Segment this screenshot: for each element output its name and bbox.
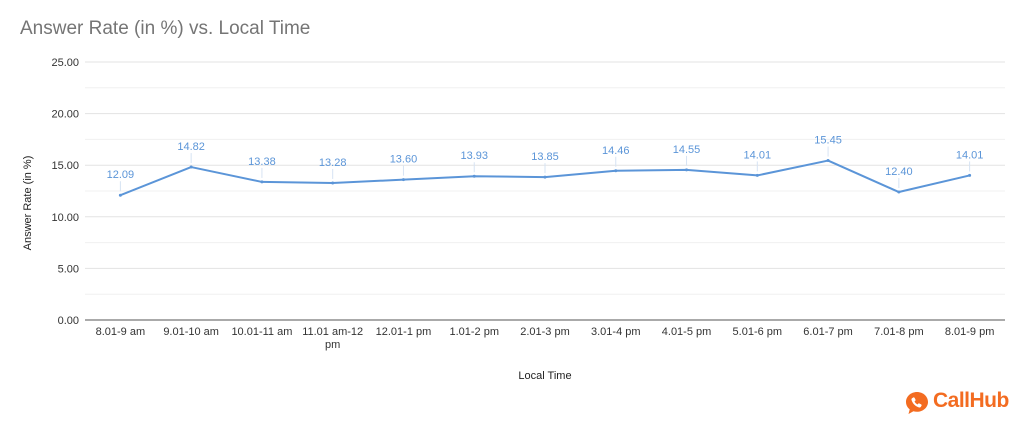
data-label: 13.38 [248, 156, 276, 168]
data-label: 13.85 [531, 151, 559, 163]
y-axis-ticks: 0.00 5.00 10.00 15.00 20.00 25.00 [51, 57, 79, 327]
speech-bubble-phone-icon [906, 392, 928, 414]
y-tick-label: 5.00 [58, 263, 79, 275]
y-tick-label: 10.00 [51, 212, 79, 224]
data-label: 15.45 [814, 135, 842, 147]
x-tick-label: 9.01-10 am [163, 326, 219, 338]
data-label: 13.28 [319, 157, 347, 169]
data-label: 14.82 [177, 141, 205, 153]
x-tick-label: 4.01-5 pm [662, 326, 712, 338]
data-point [826, 159, 830, 163]
x-tick-label: 1.01-2 pm [449, 326, 499, 338]
x-axis-ticks: 8.01-9 am 9.01-10 am 10.01-11 am 11.01 am-1… [96, 326, 995, 351]
x-axis-title: Local Time [518, 370, 571, 382]
data-point [897, 190, 901, 194]
data-point [331, 181, 335, 185]
y-tick-label: 20.00 [51, 109, 79, 121]
y-axis-title: Answer Rate (in %) [22, 156, 34, 251]
x-tick-label: 8.01-9 am [96, 326, 146, 338]
y-tick-label: 25.00 [51, 57, 79, 69]
data-point [968, 173, 972, 177]
data-point [260, 180, 264, 184]
x-tick-label: 10.01-11 am [231, 326, 292, 338]
data-labels: 12.09 14.82 13.38 13.28 13.60 13.93 13.85 14.46… [107, 135, 984, 182]
x-tick-label: 3.01-4 pm [591, 326, 641, 338]
data-point [614, 169, 618, 173]
data-label: 14.01 [744, 149, 772, 161]
data-label: 12.40 [885, 166, 913, 178]
x-tick-label: 6.01-7 pm [803, 326, 853, 338]
y-tick-label: 15.00 [51, 160, 79, 172]
x-tick-label: 8.01-9 pm [945, 326, 995, 338]
brand-name: CallHub [933, 389, 1009, 412]
data-label: 13.60 [390, 154, 418, 166]
data-point [401, 178, 405, 182]
y-tick-label: 0.00 [58, 315, 79, 327]
data-label: 14.01 [956, 149, 984, 161]
data-point [685, 168, 689, 172]
x-tick-label: 12.01-1 pm [376, 326, 432, 338]
x-tick-label: 2.01-3 pm [520, 326, 570, 338]
callhub-logo: CallHub [905, 388, 1020, 416]
x-tick-label: 7.01-8 pm [874, 326, 924, 338]
series [118, 146, 972, 197]
data-label: 13.93 [460, 150, 488, 162]
chart-title: Answer Rate (in %) vs. Local Time [20, 18, 311, 39]
data-point [543, 175, 547, 179]
data-label: 12.09 [107, 169, 135, 181]
data-point [755, 173, 759, 177]
data-point [472, 174, 476, 178]
data-label: 14.55 [673, 144, 701, 156]
data-label: 14.46 [602, 145, 630, 157]
x-tick-label: 5.01-6 pm [733, 326, 783, 338]
data-point [118, 193, 122, 197]
data-point [189, 165, 193, 169]
grid [85, 61, 1005, 321]
x-tick-label: 11.01 am-12 pm [302, 326, 363, 351]
